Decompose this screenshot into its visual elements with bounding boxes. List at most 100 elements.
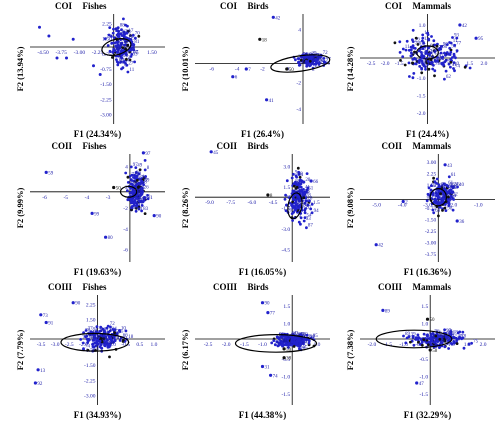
point-label: 2 [456,50,459,55]
data-point [130,179,134,182]
point-label: 54 [303,204,309,209]
data-point [323,60,326,64]
data-point [430,339,434,343]
data-point [449,48,453,52]
data-point [448,198,452,201]
data-point [407,335,411,338]
data-point [432,39,436,43]
labeled-point-label: 2 [405,201,408,206]
x-tick-label: -2.5 [65,342,74,348]
data-point [287,346,290,349]
data-point [307,341,311,345]
data-point [412,72,416,75]
point-label: 28 [299,337,305,342]
panel-group: Fishes [83,141,108,151]
point-label: 47 [114,332,120,337]
x-axis-label: F1 (44.38%) [239,410,287,420]
data-point [283,197,287,201]
point-label: 96 [317,57,323,62]
data-point [433,341,436,344]
point-label: 86 [450,182,456,187]
data-point [111,328,115,331]
data-point [309,207,313,211]
point-label: 50 [451,44,457,49]
data-point [102,334,106,338]
labeled-point-label: 45 [213,151,219,156]
data-point [421,36,425,40]
x-tick-label: 1.0 [313,342,320,348]
labeled-point [458,23,462,27]
data-point [444,69,448,73]
data-point [411,44,415,48]
x-tick-label: -2.25 [92,50,104,56]
data-point [438,337,442,341]
data-point [455,339,458,343]
data-point [125,31,129,35]
point-label: 27 [427,63,433,68]
panel-group: Mammals [413,1,452,11]
data-point [146,194,150,197]
data-point [308,199,311,203]
labeled-point-label: 6 [235,76,238,81]
point-label: 42 [122,30,128,35]
y-axis-label: F2 (9.99%) [15,188,25,229]
data-point [425,341,429,345]
point-label: 47 [293,332,299,337]
data-point [421,39,424,43]
y-tick-label: -2.0 [417,111,426,117]
point-label: 94 [296,199,302,204]
data-point [443,51,446,55]
point-label: 97 [135,174,141,179]
point-label: 3 [317,56,320,61]
data-point [47,34,51,38]
point-label: 28 [104,333,110,338]
point-label: 7 [82,335,85,340]
data-point [405,39,409,43]
point-label: 82 [442,188,448,193]
x-tick-label: 1.50 [147,50,157,56]
data-point [425,199,429,203]
data-point [298,199,301,203]
data-point [302,196,306,200]
point-label: 12 [440,334,446,339]
data-point [447,201,450,205]
data-point [447,62,451,66]
panel-4: COII Fishes F1 (19.63%) F2 (9.99%) -6 -5 -4 -3 -… [15,141,165,277]
point-label: 7 [288,207,291,212]
data-point [99,325,103,329]
point-label: 65 [451,186,457,191]
data-point [431,67,435,71]
point-label: 11 [283,339,288,344]
point-label: 49 [137,164,143,169]
point-label: 8 [147,166,150,171]
point-label: 15 [136,188,142,193]
data-point [111,56,114,59]
data-point [414,336,418,340]
point-label: 94 [314,209,320,214]
labeled-point-label: 74 [273,374,279,379]
point-label: 67 [446,192,452,197]
point-label: 74 [455,65,461,70]
data-point [110,340,114,344]
data-point [433,43,437,47]
x-tick-label: -4 [85,195,90,201]
data-point [133,175,137,179]
data-point [451,56,454,59]
point-label: 40 [459,183,465,188]
point-label: 99 [435,61,441,66]
labeled-point [209,150,213,154]
labeled-point-label: 97 [145,152,151,157]
point-label: 58 [137,192,143,197]
data-point [134,36,137,40]
data-point [108,49,112,53]
data-point [303,191,307,195]
y-tick-label: -1.50 [100,82,112,88]
data-point [411,76,415,80]
data-point [285,179,289,183]
y-tick-label: -2 [123,206,128,212]
y-tick-label: 1.50 [86,318,96,324]
point-label: 44 [423,51,429,56]
point-label: 97 [279,333,285,338]
data-point [113,331,116,335]
labeled-point [44,170,48,174]
